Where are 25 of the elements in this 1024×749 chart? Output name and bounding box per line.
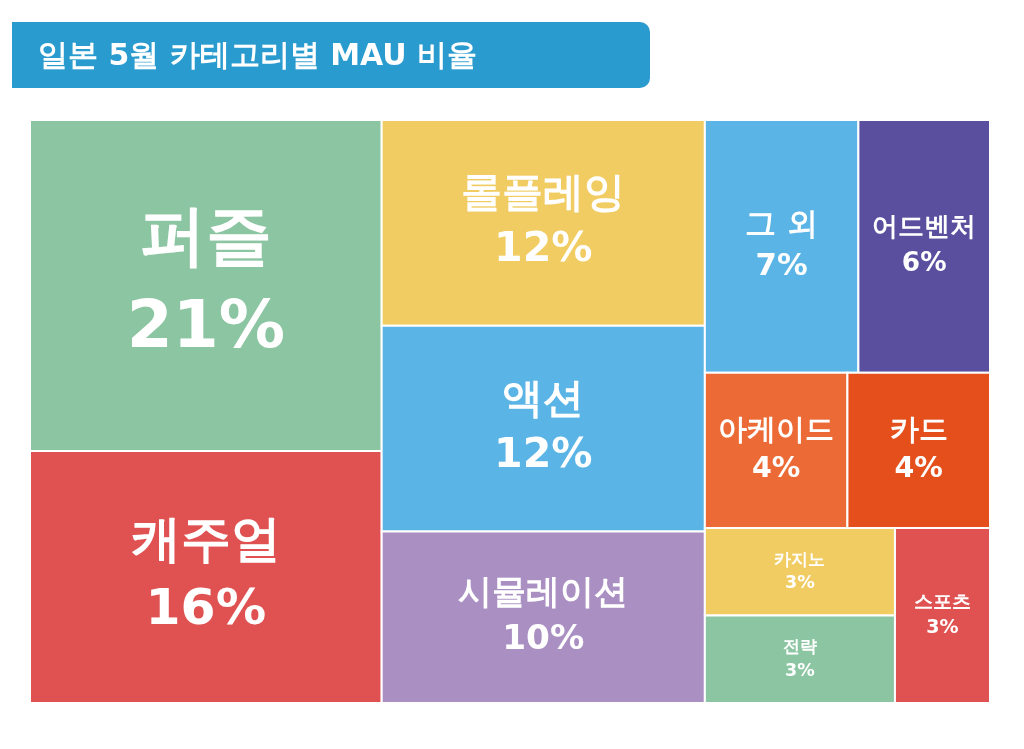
category-label: 카드 (889, 412, 948, 446)
category-label: 액션 (502, 373, 585, 422)
category-label: 시뮬레이션 (458, 571, 629, 612)
data-label: 3% (785, 659, 815, 680)
data-label: 7% (755, 247, 808, 283)
data-label: 3% (926, 615, 959, 638)
category-label: 그 외 (745, 205, 818, 241)
category-label: 전략 (782, 636, 817, 657)
data-label: 12% (494, 223, 593, 272)
data-label: 4% (894, 451, 943, 485)
category-label: 어드벤처 (872, 211, 977, 242)
data-label: 12% (494, 429, 593, 478)
data-label: 4% (751, 451, 801, 485)
data-label: 16% (145, 577, 267, 637)
category-label: 퍼즐 (139, 196, 272, 274)
text: 일본 5월 카테고리별 MAU 비율 (12, 22, 650, 88)
category-label: 카지노 (774, 548, 826, 569)
data-label: 10% (502, 617, 585, 658)
data-label: 21% (126, 286, 286, 364)
data-label: 6% (901, 246, 947, 277)
category-label: 스포츠 (913, 589, 971, 612)
category-label: 롤플레잉 (461, 167, 626, 216)
category-label: 아케이드 (718, 412, 835, 446)
data-label: 3% (785, 572, 815, 593)
category-label: 캐주얼 (130, 509, 281, 569)
